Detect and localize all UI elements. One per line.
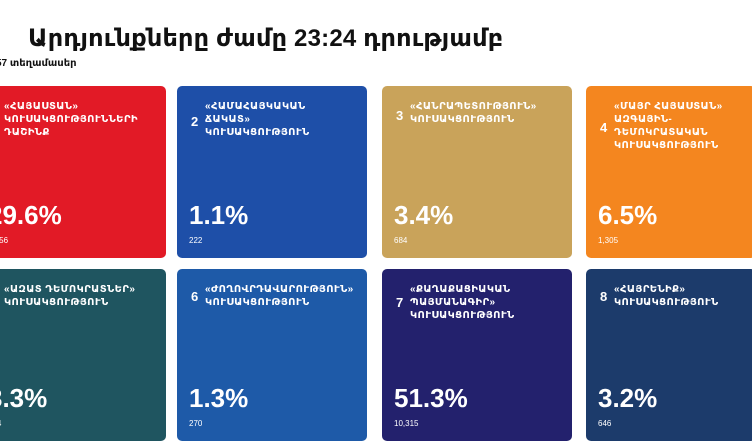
party-number: 6	[191, 289, 199, 304]
vote-percent: 29.6%	[0, 200, 62, 230]
party-number: 2	[191, 114, 199, 129]
party-name: «ՀԱՆՐԱՊԵՏՈՒԹՅՈՒՆ» ԿՈՒՍԱԿՑՈՒԹՅՈՒՆ	[410, 101, 537, 125]
vote-count: 1,305	[598, 236, 619, 245]
vote-count: 270	[189, 419, 203, 428]
vote-count: 646	[598, 419, 612, 428]
party-name: «ԱԶԱՏ ԴԵՄՈԿՐԱՏՆԵՐ» ԿՈՒՍԱԿՑՈՒԹՅՈՒՆ	[4, 284, 136, 308]
vote-count: 5,956	[0, 236, 9, 245]
party-name: «ՀԱՅՐԵՆԻՔ» ԿՈՒՍԱԿՑՈՒԹՅՈՒՆ	[614, 284, 719, 308]
vote-percent: 3.2%	[598, 383, 658, 413]
party-number: 4	[600, 120, 608, 135]
vote-percent: 6.5%	[598, 200, 658, 230]
party-card-1: «ՀԱՅԱՍՏԱՆ» ԿՈՒՍԱԿՑՈՒԹՅՈՒՆՆԵՐԻ ԴԱՇԻՆՔ 29.…	[0, 86, 166, 258]
party-number: 3	[396, 108, 404, 123]
vote-count: 684	[394, 236, 408, 245]
party-card-8: 8 «ՀԱՅՐԵՆԻՔ» ԿՈՒՍԱԿՑՈՒԹՅՈՒՆ 3.2% 646	[586, 269, 752, 441]
party-number: 7	[396, 295, 404, 310]
party-card-2: 2 «ՀԱՄԱՀԱՅԿԱԿԱՆ ՃԱԿԱՏ» ԿՈՒՍԱԿՑՈՒԹՅՈՒՆ 1.…	[177, 86, 367, 258]
party-card-7: 7 «ՔԱՂԱՔԱՑԻԱԿԱՆ ՊԱՅՄԱՆԱԳԻՐ» ԿՈՒՍԱԿՑՈՒԹՅՈ…	[382, 269, 572, 441]
party-name: «ՄԱՅՐ ՀԱՅԱՍՏԱՆ» ԱԶԳԱՅԻՆ- ԴԵՄՈԿՐԱՏԱԿԱՆ ԿՈ…	[614, 101, 723, 151]
vote-percent: 51.3%	[394, 383, 468, 413]
party-name: «ՀԱՅԱՍՏԱՆ» ԿՈՒՍԱԿՑՈՒԹՅՈՒՆՆԵՐԻ ԴԱՇԻՆՔ	[4, 101, 138, 138]
vote-percent: 1.1%	[189, 200, 249, 230]
party-card-6: 6 «ԺՈՂՈՎՐԴԱՎԱՐՈՒԹՅՈՒՆ» ԿՈՒՍԱԿՑՈՒԹՅՈՒՆ 1.…	[177, 269, 367, 441]
polling-stations-count: 57 տեղամասեր	[0, 58, 77, 69]
party-name: «ԺՈՂՈՎՐԴԱՎԱՐՈՒԹՅՈՒՆ» ԿՈՒՍԱԿՑՈՒԹՅՈՒՆ	[205, 284, 354, 308]
party-name: «ՔԱՂԱՔԱՑԻԱԿԱՆ ՊԱՅՄԱՆԱԳԻՐ» ԿՈՒՍԱԿՑՈՒԹՅՈՒՆ	[410, 284, 515, 321]
party-card-5: «ԱԶԱՏ ԴԵՄՈԿՐԱՏՆԵՐ» ԿՈՒՍԱԿՑՈՒԹՅՈՒՆ 3.3% 6…	[0, 269, 166, 441]
party-card-3: 3 «ՀԱՆՐԱՊԵՏՈՒԹՅՈՒՆ» ԿՈՒՍԱԿՑՈՒԹՅՈՒՆ 3.4% …	[382, 86, 572, 258]
party-name: «ՀԱՄԱՀԱՅԿԱԿԱՆ ՃԱԿԱՏ» ԿՈՒՍԱԿՑՈՒԹՅՈՒՆ	[205, 101, 310, 138]
vote-count: 10,315	[394, 419, 419, 428]
vote-percent: 1.3%	[189, 383, 249, 413]
vote-count: 664	[0, 419, 1, 428]
vote-percent: 3.4%	[394, 200, 454, 230]
party-number: 8	[600, 289, 608, 304]
party-card-4: 4 «ՄԱՅՐ ՀԱՅԱՍՏԱՆ» ԱԶԳԱՅԻՆ- ԴԵՄՈԿՐԱՏԱԿԱՆ …	[586, 86, 752, 258]
vote-count: 222	[189, 236, 203, 245]
vote-percent: 3.3%	[0, 383, 48, 413]
page-title: Արդյունքները ժամը 23:24 դրությամբ	[28, 25, 504, 52]
